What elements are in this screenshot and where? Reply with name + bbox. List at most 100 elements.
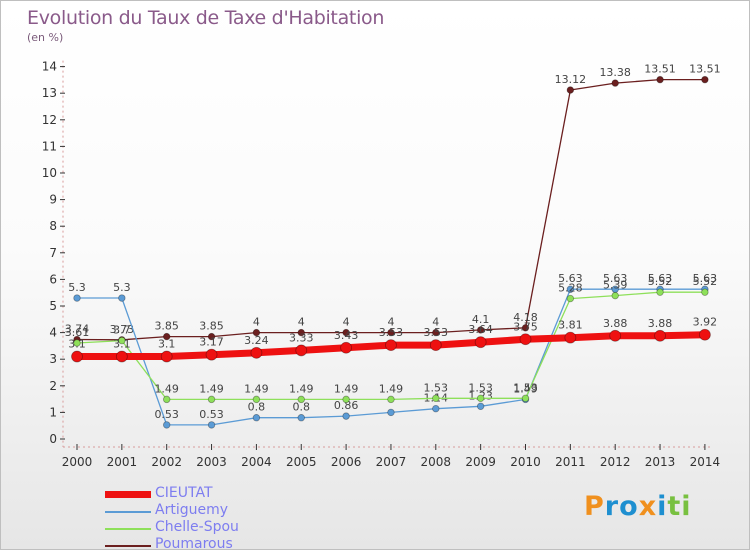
y-tick-label: 11 [42, 139, 57, 153]
x-tick-label: 2008 [421, 455, 452, 469]
data-label-poumarous: 4 [387, 316, 394, 329]
brand-letter: t [667, 491, 682, 522]
data-point-artiguemy [118, 294, 126, 302]
data-point-artiguemy [476, 402, 485, 410]
legend-swatch-chelle-spou [105, 528, 151, 530]
y-tick-label: 5 [49, 299, 57, 313]
x-tick-label: 2003 [196, 455, 227, 469]
x-tick-label: 2000 [62, 455, 93, 469]
legend-label-artiguemy: Artiguemy [155, 502, 229, 518]
data-point-cieutat [564, 331, 577, 344]
x-tick-label: 2006 [331, 455, 362, 469]
legend-swatch-poumarous [105, 545, 151, 547]
data-point-chelle-spou [387, 395, 395, 404]
data-label-cieutat: 3.88 [648, 317, 673, 330]
data-label-artiguemy: 0.53 [199, 408, 224, 421]
data-point-chelle-spou [252, 395, 261, 404]
x-tick-label: 2001 [107, 455, 138, 469]
data-point-artiguemy [566, 285, 575, 293]
x-tick-label: 2002 [151, 455, 182, 469]
data-point-poumarous [342, 328, 350, 337]
data-label-cieutat: 3.81 [558, 319, 583, 332]
data-point-cieutat [474, 336, 487, 349]
data-point-chelle-spou [73, 339, 81, 347]
data-label-cieutat: 3.33 [289, 331, 314, 344]
data-label-poumarous: 13.51 [689, 63, 721, 76]
brand-logo: Proxiti [584, 491, 692, 522]
data-label-chelle-spou: 1.53 [424, 381, 449, 394]
y-tick-label: 12 [42, 113, 57, 127]
legend-label-poumarous: Poumarous [155, 536, 233, 550]
data-label-poumarous: 4 [253, 316, 260, 329]
data-point-chelle-spou [297, 395, 305, 404]
data-label-chelle-spou: 1.49 [154, 382, 179, 395]
data-label-cieutat: 3.24 [244, 334, 269, 347]
data-label-cieutat: 3.1 [68, 338, 86, 351]
data-point-artiguemy [207, 421, 216, 429]
data-label-poumarous: 4 [432, 316, 439, 329]
legend-swatch-artiguemy [105, 511, 151, 513]
y-tick-label: 14 [42, 60, 57, 74]
data-label-chelle-spou: 1.53 [468, 381, 493, 394]
data-label-artiguemy: 0.53 [154, 408, 179, 421]
data-label-cieutat: 3.88 [603, 317, 628, 330]
data-label-poumarous: 13.38 [599, 66, 631, 79]
data-label-chelle-spou: 1.49 [199, 382, 224, 395]
data-label-artiguemy: 5.3 [68, 281, 86, 294]
data-label-chelle-spou: 1.49 [379, 382, 404, 395]
data-point-poumarous [521, 324, 530, 332]
data-point-poumarous [611, 79, 619, 87]
y-tick-label: 2 [49, 379, 57, 393]
data-label-cieutat: 3.64 [468, 323, 493, 336]
data-point-poumarous [162, 332, 171, 341]
data-label-poumarous: 4 [298, 316, 305, 329]
data-point-poumarous [432, 328, 440, 337]
data-label-chelle-spou: 1.49 [289, 382, 314, 395]
data-point-chelle-spou [342, 395, 350, 404]
data-point-cieutat [71, 350, 83, 363]
data-label-artiguemy: 0.8 [293, 401, 311, 414]
data-point-poumarous [656, 75, 664, 84]
data-point-poumarous [701, 75, 709, 84]
data-point-artiguemy [73, 294, 81, 302]
data-label-chelle-spou: 1.49 [334, 382, 359, 395]
data-label-cieutat: 3.92 [693, 316, 718, 329]
data-point-cieutat [429, 339, 442, 352]
data-point-artiguemy [162, 421, 171, 429]
y-tick-label: 3 [49, 352, 57, 366]
data-label-cieutat: 3.43 [334, 329, 359, 342]
x-tick-label: 2009 [465, 455, 496, 469]
data-point-chelle-spou [432, 394, 440, 403]
data-point-chelle-spou [611, 291, 619, 300]
data-label-chelle-spou: 5.52 [648, 275, 673, 288]
data-point-poumarous [207, 332, 216, 341]
data-point-artiguemy [387, 408, 395, 417]
y-tick-label: 10 [42, 166, 57, 180]
x-tick-label: 2005 [286, 455, 317, 469]
data-point-poumarous [476, 326, 485, 334]
data-point-cieutat [160, 350, 173, 363]
data-label-poumarous: 13.12 [555, 73, 587, 86]
data-label-cieutat: 3.1 [113, 338, 131, 351]
legend-label-chelle-spou: Chelle-Spou [155, 519, 239, 535]
data-label-chelle-spou: 3.7 [113, 324, 131, 337]
x-tick-label: 2007 [376, 455, 407, 469]
data-label-poumarous: 3.85 [154, 320, 179, 333]
data-label-poumarous: 3.74 [65, 323, 90, 336]
data-point-poumarous [387, 328, 395, 337]
data-point-cieutat [519, 333, 532, 346]
y-tick-label: 8 [49, 219, 57, 233]
brand-letter: i [681, 491, 692, 522]
data-point-artiguemy [432, 404, 440, 413]
data-label-poumarous: 4 [343, 316, 350, 329]
data-point-artiguemy [342, 412, 350, 420]
data-label-artiguemy: 5.3 [113, 281, 131, 294]
x-tick-label: 2013 [645, 455, 676, 469]
brand-letter: o [619, 491, 639, 522]
chart-unit: (en %) [27, 31, 64, 44]
data-point-artiguemy [297, 414, 305, 422]
data-label-chelle-spou: 5.28 [558, 282, 583, 295]
data-label-poumarous: 13.51 [644, 63, 676, 76]
